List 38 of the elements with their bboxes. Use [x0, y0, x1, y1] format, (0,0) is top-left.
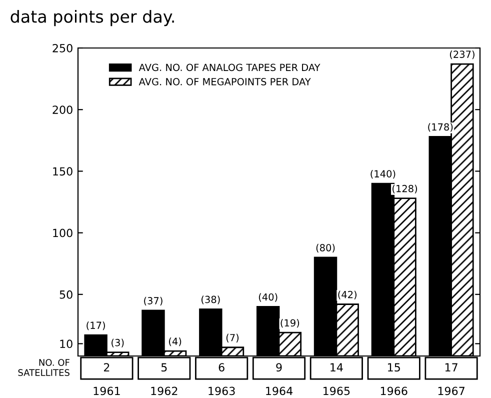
x-tick-label: 1965 [324, 386, 350, 396]
data-label: (37) [144, 296, 162, 306]
data-label: (237) [450, 50, 474, 60]
data-label: (7) [226, 334, 239, 342]
y-tick-label: 10 [60, 340, 72, 348]
y-tick-label: 150 [53, 167, 72, 176]
x-tick-label: 1967 [438, 386, 464, 396]
data-label: (128) [392, 184, 418, 194]
y-tick-label: 250 [52, 44, 72, 52]
x-tick-label: 1963 [208, 386, 235, 396]
data-label: (140) [370, 170, 396, 179]
legend-label: AVG. NO. OF MEGAPOINTS PER DAY [138, 78, 311, 86]
data-label: (3) [112, 338, 124, 348]
x-tick-label: 1961 [94, 386, 120, 396]
text: NO. OF SATELLITES [18, 359, 70, 376]
data-label: (178) [428, 123, 453, 132]
x-tick-label: 1966 [380, 386, 408, 396]
chart-title: data points per day. [10, 10, 174, 26]
data-label: (17) [86, 321, 105, 330]
data-label: (38) [202, 296, 220, 304]
text: 15 [388, 363, 400, 372]
data-label: (40) [258, 293, 278, 302]
y-tick-label: 50 [60, 290, 72, 299]
data-label: (80) [316, 244, 335, 253]
x-tick-label: 1964 [266, 386, 293, 396]
text: 14 [330, 363, 343, 372]
x-tick-label: 1962 [151, 386, 178, 396]
data-label: (19) [280, 319, 300, 328]
data-label: (4) [169, 338, 182, 346]
y-tick-label: 200 [52, 106, 72, 114]
text: 6 [218, 363, 224, 372]
text: 5 [161, 363, 167, 372]
y-tick-label: 100 [53, 228, 72, 238]
text: 17 [445, 363, 458, 372]
text: 2 [104, 363, 110, 372]
data-label: (42) [338, 290, 356, 300]
text: 9 [276, 363, 282, 372]
legend-label: AVG. NO. OF ANALOG TAPES PER DAY [138, 64, 320, 72]
